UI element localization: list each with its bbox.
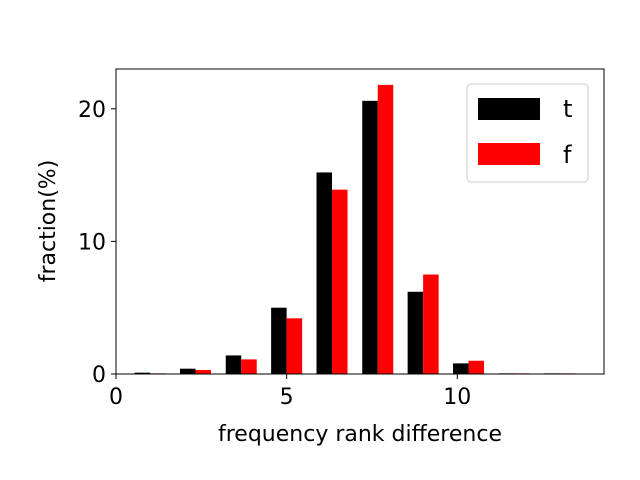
bar-f-6	[423, 274, 439, 374]
y-axis-ticks: 0 10 20	[78, 98, 116, 388]
bar-f-7	[468, 360, 485, 374]
bar-f-5	[377, 84, 394, 374]
bar-t-4	[316, 172, 333, 374]
x-tick-label-2: 10	[443, 385, 471, 410]
bar-t-3	[271, 307, 287, 374]
legend: t f	[466, 83, 589, 183]
legend-swatch-f	[478, 143, 540, 165]
x-tick-label-0: 0	[109, 385, 123, 410]
bar-t-6	[407, 291, 424, 374]
plot-frame	[115, 68, 605, 375]
x-axis-ticks: 0 5 10	[109, 374, 471, 410]
bar-t-2	[225, 355, 242, 374]
legend-swatch-t	[478, 98, 540, 120]
x-axis-label: frequency rank difference	[218, 422, 502, 447]
y-tick-label-2: 20	[78, 98, 106, 123]
y-tick-label-0: 0	[92, 363, 106, 388]
bar-t-0	[134, 372, 151, 374]
bars-layer	[134, 84, 576, 374]
bar-t-5	[362, 100, 378, 374]
bar-t-1	[180, 368, 196, 374]
bar-f-1	[195, 370, 212, 374]
bar-f-4	[332, 189, 348, 374]
legend-label-f: f	[563, 141, 572, 169]
x-tick-label-1: 5	[280, 385, 294, 410]
y-axis-label: fraction(%)	[36, 160, 61, 283]
bar-f-2	[241, 359, 257, 374]
bar-t-7	[453, 363, 469, 374]
y-tick-label-1: 10	[78, 230, 106, 255]
bar-f-3	[286, 318, 303, 374]
legend-label-t: t	[563, 95, 572, 123]
